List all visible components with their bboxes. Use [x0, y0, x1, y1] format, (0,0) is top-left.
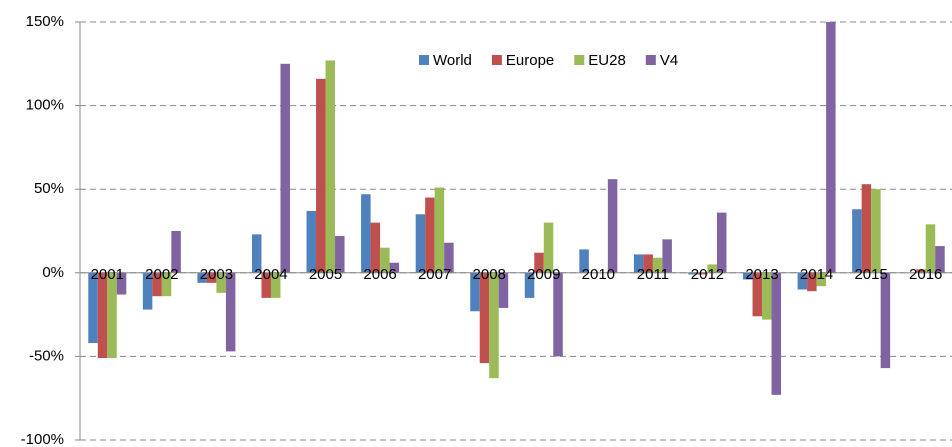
bar	[826, 22, 836, 273]
bar	[216, 272, 226, 293]
bar	[107, 272, 117, 359]
bar	[389, 262, 400, 273]
bar	[662, 239, 672, 273]
bar	[479, 272, 490, 364]
bar	[852, 209, 862, 273]
bar	[871, 189, 881, 273]
bar	[161, 272, 172, 297]
x-tick-label: 2012	[691, 266, 724, 283]
bar	[152, 272, 162, 297]
x-tick-label: 2016	[909, 266, 942, 283]
legend-swatch	[419, 55, 429, 65]
legend-swatch	[491, 55, 502, 65]
x-tick-label: 2002	[145, 266, 178, 283]
bar	[579, 249, 589, 273]
y-tick-label: -100%	[21, 431, 64, 447]
bar	[925, 224, 936, 273]
bar	[688, 272, 698, 275]
x-tick-label: 2001	[91, 266, 124, 283]
bar	[380, 247, 390, 273]
bar	[370, 222, 381, 273]
legend-label: V4	[660, 52, 678, 69]
bar	[797, 272, 808, 290]
bar	[171, 231, 181, 273]
bar	[261, 272, 271, 298]
y-tick-label: 150%	[26, 13, 64, 30]
bar	[762, 272, 772, 320]
bar	[498, 272, 509, 308]
bar	[752, 272, 763, 317]
bar	[489, 272, 499, 379]
y-tick-label: 0%	[42, 264, 64, 281]
bar	[880, 272, 891, 369]
bar	[643, 254, 653, 273]
bar	[697, 272, 708, 275]
x-tick-label: 2014	[800, 266, 833, 283]
legend-swatch	[574, 55, 585, 65]
bar	[97, 272, 108, 359]
legend-label: EU28	[588, 52, 626, 69]
bar	[316, 78, 326, 273]
x-tick-label: 2009	[527, 266, 560, 283]
x-tick-label: 2003	[200, 266, 233, 283]
x-tick-label: 2006	[363, 266, 396, 283]
x-tick-label: 2005	[309, 266, 342, 283]
bar	[543, 222, 554, 273]
y-tick-label: -50%	[29, 347, 64, 364]
bar	[116, 272, 127, 295]
bar	[142, 272, 153, 310]
y-tick-label: 100%	[26, 97, 64, 114]
x-tick-label: 2011	[637, 266, 669, 283]
bar	[816, 272, 827, 287]
bar	[771, 272, 782, 395]
bar	[335, 236, 345, 273]
bar	[270, 272, 281, 298]
bar	[225, 272, 236, 352]
x-tick-label: 2010	[582, 266, 615, 283]
bar	[935, 246, 945, 273]
bar	[251, 234, 262, 273]
bar	[415, 214, 426, 273]
bar	[306, 210, 317, 273]
bar	[607, 179, 618, 273]
bar	[534, 252, 544, 273]
bar	[361, 194, 371, 273]
bar	[916, 269, 926, 273]
bar	[633, 254, 644, 273]
bar	[716, 212, 727, 273]
bar	[652, 257, 663, 273]
x-tick-label: 2004	[254, 266, 287, 283]
bar	[524, 272, 535, 298]
bar	[88, 272, 98, 344]
bar	[743, 272, 753, 280]
bar	[553, 272, 563, 357]
bar	[444, 242, 454, 273]
bar	[197, 272, 207, 283]
legend-label: World	[433, 52, 472, 69]
bar	[325, 60, 336, 273]
bar	[280, 63, 290, 273]
x-tick-label: 2008	[473, 266, 506, 283]
bar	[434, 187, 445, 273]
y-tick-label: 50%	[34, 180, 64, 197]
bar	[707, 264, 717, 273]
legend-swatch	[645, 55, 656, 65]
bar	[206, 272, 217, 283]
bar	[807, 272, 817, 292]
bar	[861, 184, 872, 273]
x-tick-label: 2007	[418, 266, 451, 283]
bar	[425, 197, 435, 273]
x-tick-label: 2015	[854, 266, 887, 283]
legend-label: Europe	[506, 52, 554, 69]
x-tick-label: 2013	[745, 266, 778, 283]
bar	[470, 272, 480, 312]
